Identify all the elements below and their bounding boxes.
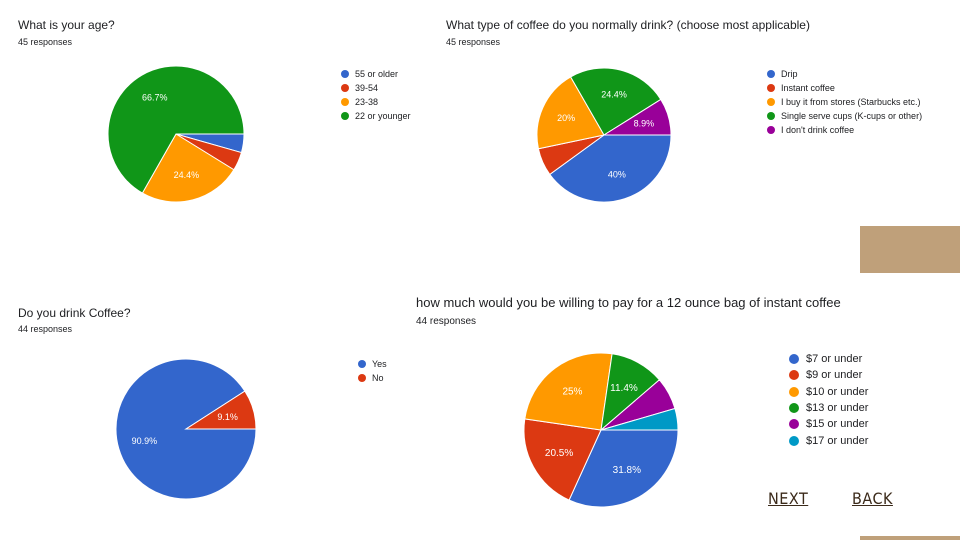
legend-swatch: [789, 403, 799, 414]
chart-title: Do you drink Coffee?: [18, 306, 131, 320]
legend-label: $9 or under: [806, 369, 863, 382]
pie-slice-label: 31.8%: [613, 465, 641, 476]
legend-item: $13 or under: [789, 400, 868, 416]
legend-swatch: [358, 360, 366, 368]
legend-swatch: [341, 98, 349, 106]
pie-slice-label: 20.5%: [545, 448, 573, 459]
legend-swatch: [341, 70, 349, 78]
drink-coffee-legend: Yes No: [358, 357, 387, 385]
pie-slice-label: 24.4%: [601, 90, 627, 100]
legend-label: $7 or under: [806, 353, 863, 366]
legend-label: I don't drink coffee: [781, 125, 855, 135]
legend-item: $15 or under: [789, 416, 868, 432]
pie-slice-2: [141, 133, 235, 203]
pie-slice-2: [524, 352, 613, 431]
willing-to-pay-pie-chart: 31.8% 20.5% 25% 11.4%: [523, 352, 679, 508]
legend-label: $17 or under: [806, 434, 869, 447]
legend-item: Instant coffee: [767, 81, 922, 95]
chart-title: What type of coffee do you normally drin…: [446, 18, 810, 32]
pie-slice-label: 25%: [562, 387, 582, 398]
legend-swatch: [789, 370, 799, 381]
age-pie-chart: 24.4% 66.7%: [107, 65, 245, 203]
pie-slice-5: [600, 407, 679, 431]
coffee-type-legend: Drip Instant coffee I buy it from stores (…: [767, 67, 922, 137]
legend-label: I buy it from stores (Starbucks etc.): [781, 97, 921, 107]
legend-item: 39-54: [341, 81, 411, 95]
legend-item: Drip: [767, 67, 922, 81]
chart-subtitle: 44 responses: [18, 324, 73, 334]
legend-label: Drip: [781, 69, 798, 79]
legend-label: Single serve cups (K-cups or other): [781, 111, 923, 121]
decorative-tan-block: [860, 226, 960, 273]
legend-swatch: [789, 354, 799, 365]
legend-swatch: [767, 84, 775, 92]
pie-slice-1: [184, 390, 257, 430]
pie-slice-0: [568, 429, 679, 508]
next-link[interactable]: NEXT: [768, 489, 809, 508]
chart-title: What is your age?: [18, 18, 115, 32]
pie-slice-label: 20%: [557, 113, 575, 123]
legend-label: $10 or under: [806, 385, 869, 398]
pie-slice-label: 9.1%: [217, 412, 238, 422]
legend-item: $17 or under: [789, 432, 868, 448]
legend-label: 55 or older: [355, 69, 399, 79]
legend-swatch: [767, 112, 775, 120]
chart-title: how much would you be willing to pay for…: [416, 295, 841, 310]
legend-swatch: [789, 386, 799, 397]
legend-label: Instant coffee: [781, 83, 835, 93]
legend-item: I buy it from stores (Starbucks etc.): [767, 95, 922, 109]
legend-label: $13 or under: [806, 402, 869, 415]
drink-coffee-pie-chart: 90.9% 9.1%: [115, 358, 257, 500]
pie-slice-label: 8.9%: [634, 119, 655, 129]
legend-label: 39-54: [355, 83, 379, 93]
chart-subtitle: 45 responses: [446, 37, 501, 47]
chart-subtitle: 45 responses: [18, 37, 73, 47]
legend-swatch: [767, 126, 775, 134]
age-legend: 55 or older 39-54 23-38 22 or younger: [341, 67, 411, 123]
back-link[interactable]: BACK: [852, 489, 893, 508]
legend-item: $10 or under: [789, 384, 868, 400]
legend-label: 23-38: [355, 97, 379, 107]
legend-label: No: [372, 373, 384, 383]
decorative-tan-line: [860, 536, 960, 540]
pie-slice-4: [602, 98, 672, 136]
legend-item: 22 or younger: [341, 109, 411, 123]
pie-slice-3: [569, 67, 662, 136]
legend-item: $9 or under: [789, 367, 868, 383]
pie-slice-label: 40%: [608, 170, 626, 180]
legend-item: $7 or under: [789, 351, 868, 367]
legend-item: 55 or older: [341, 67, 411, 81]
legend-swatch: [767, 70, 775, 78]
legend-item: Yes: [358, 357, 387, 371]
legend-item: 23-38: [341, 95, 411, 109]
legend-item: Single serve cups (K-cups or other): [767, 109, 922, 123]
willing-to-pay-legend: $7 or under $9 or under $10 or under $13 or…: [789, 351, 868, 449]
legend-label: $15 or under: [806, 418, 869, 431]
pie-slice-label: 66.7%: [142, 93, 168, 103]
legend-item: No: [358, 371, 387, 385]
legend-swatch: [789, 419, 799, 430]
pie-slice-0: [549, 134, 672, 203]
legend-swatch: [341, 112, 349, 120]
legend-swatch: [789, 435, 799, 446]
legend-swatch: [341, 84, 349, 92]
pie-slice-label: 24.4%: [174, 170, 200, 180]
pie-slice-label: 90.9%: [132, 436, 158, 446]
pie-slice-1: [523, 418, 602, 501]
chart-subtitle: 44 responses: [416, 316, 477, 327]
legend-swatch: [767, 98, 775, 106]
legend-label: Yes: [372, 359, 387, 369]
pie-slice-label: 11.4%: [610, 383, 638, 394]
legend-swatch: [358, 374, 366, 382]
legend-item: I don't drink coffee: [767, 123, 922, 137]
legend-label: 22 or younger: [355, 111, 411, 121]
coffee-type-pie-chart: 40% 20% 24.4% 8.9%: [536, 67, 672, 203]
pie-slice-3: [107, 65, 245, 194]
pie-slice-2: [536, 76, 605, 150]
